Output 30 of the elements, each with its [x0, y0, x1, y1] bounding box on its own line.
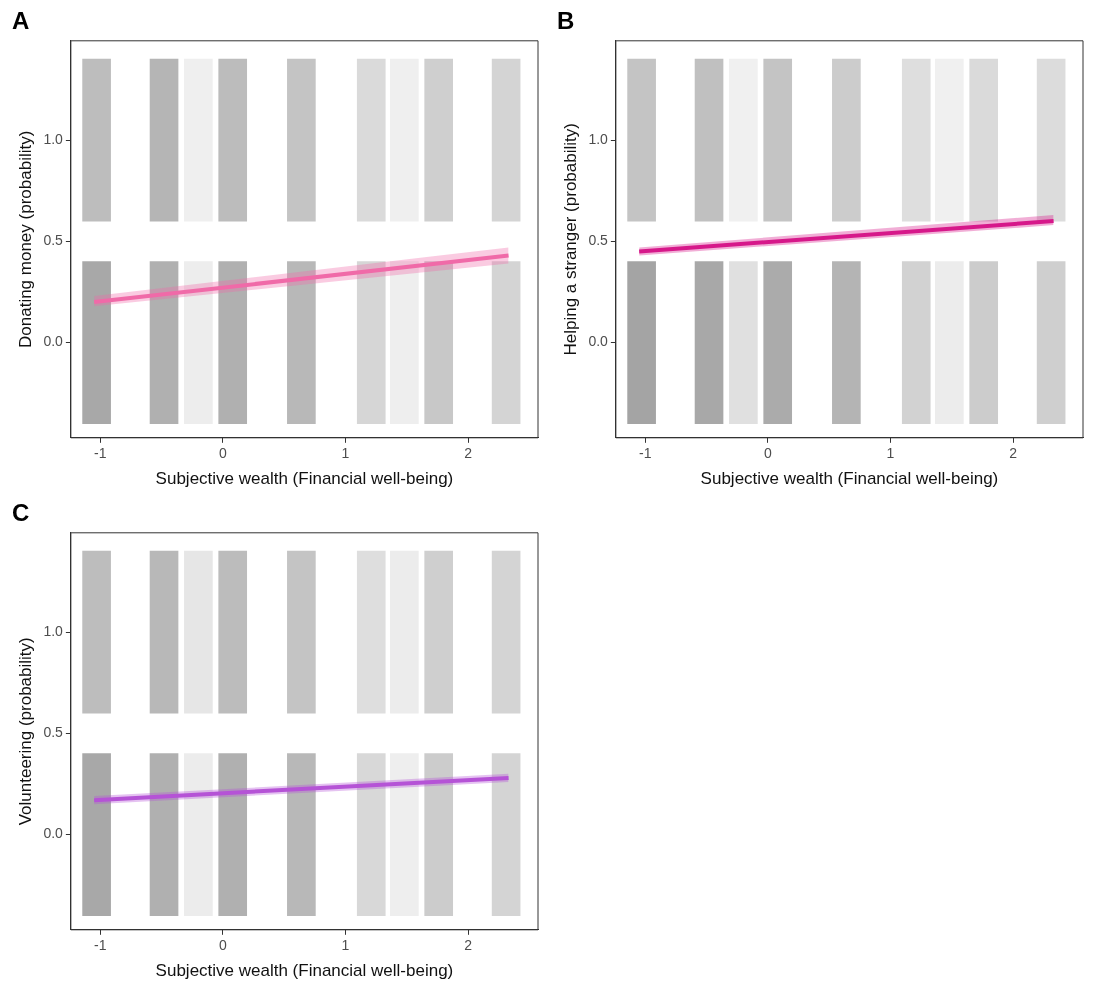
y-tick-label: 0.5: [43, 724, 64, 741]
chart-title: A: [12, 7, 30, 35]
y-tick-label: 0.5: [588, 232, 609, 249]
x-tick-label: 0: [219, 445, 227, 462]
x-axis-title: Subjective wealth (Financial well-being): [155, 469, 454, 489]
y-tick-label: 0.0: [588, 333, 609, 350]
x-tick-label: 0: [764, 445, 772, 462]
x-axis-title: Subjective wealth (Financial well-being): [700, 469, 999, 489]
y-tick-label: 0.5: [43, 232, 64, 249]
x-tick-label: 2: [464, 937, 473, 954]
y-axis-title: Volunteering (probability): [15, 637, 35, 826]
y-tick-label: 0.0: [43, 825, 64, 842]
y-axis-title: Donating money (probability): [15, 130, 35, 348]
x-tick-label: -1: [639, 445, 652, 462]
x-axis-title: Subjective wealth (Financial well-being): [155, 961, 454, 981]
x-tick-label: 0: [219, 937, 227, 954]
x-tick-label: 1: [341, 445, 350, 462]
x-tick-label: 1: [886, 445, 895, 462]
x-tick-label: 2: [464, 445, 473, 462]
x-tick-label: -1: [94, 445, 107, 462]
y-tick-label: 1.0: [588, 130, 609, 147]
y-tick-label: 0.0: [43, 333, 64, 350]
x-tick-label: 1: [341, 937, 350, 954]
y-tick-label: 1.0: [43, 622, 64, 639]
y-axis-title: Helping a stranger (probability): [560, 123, 580, 356]
x-tick-label: 2: [1009, 445, 1018, 462]
x-tick-label: -1: [94, 937, 107, 954]
y-tick-label: 1.0: [43, 130, 64, 147]
chart-title: B: [557, 7, 575, 35]
chart-title: C: [12, 499, 30, 527]
